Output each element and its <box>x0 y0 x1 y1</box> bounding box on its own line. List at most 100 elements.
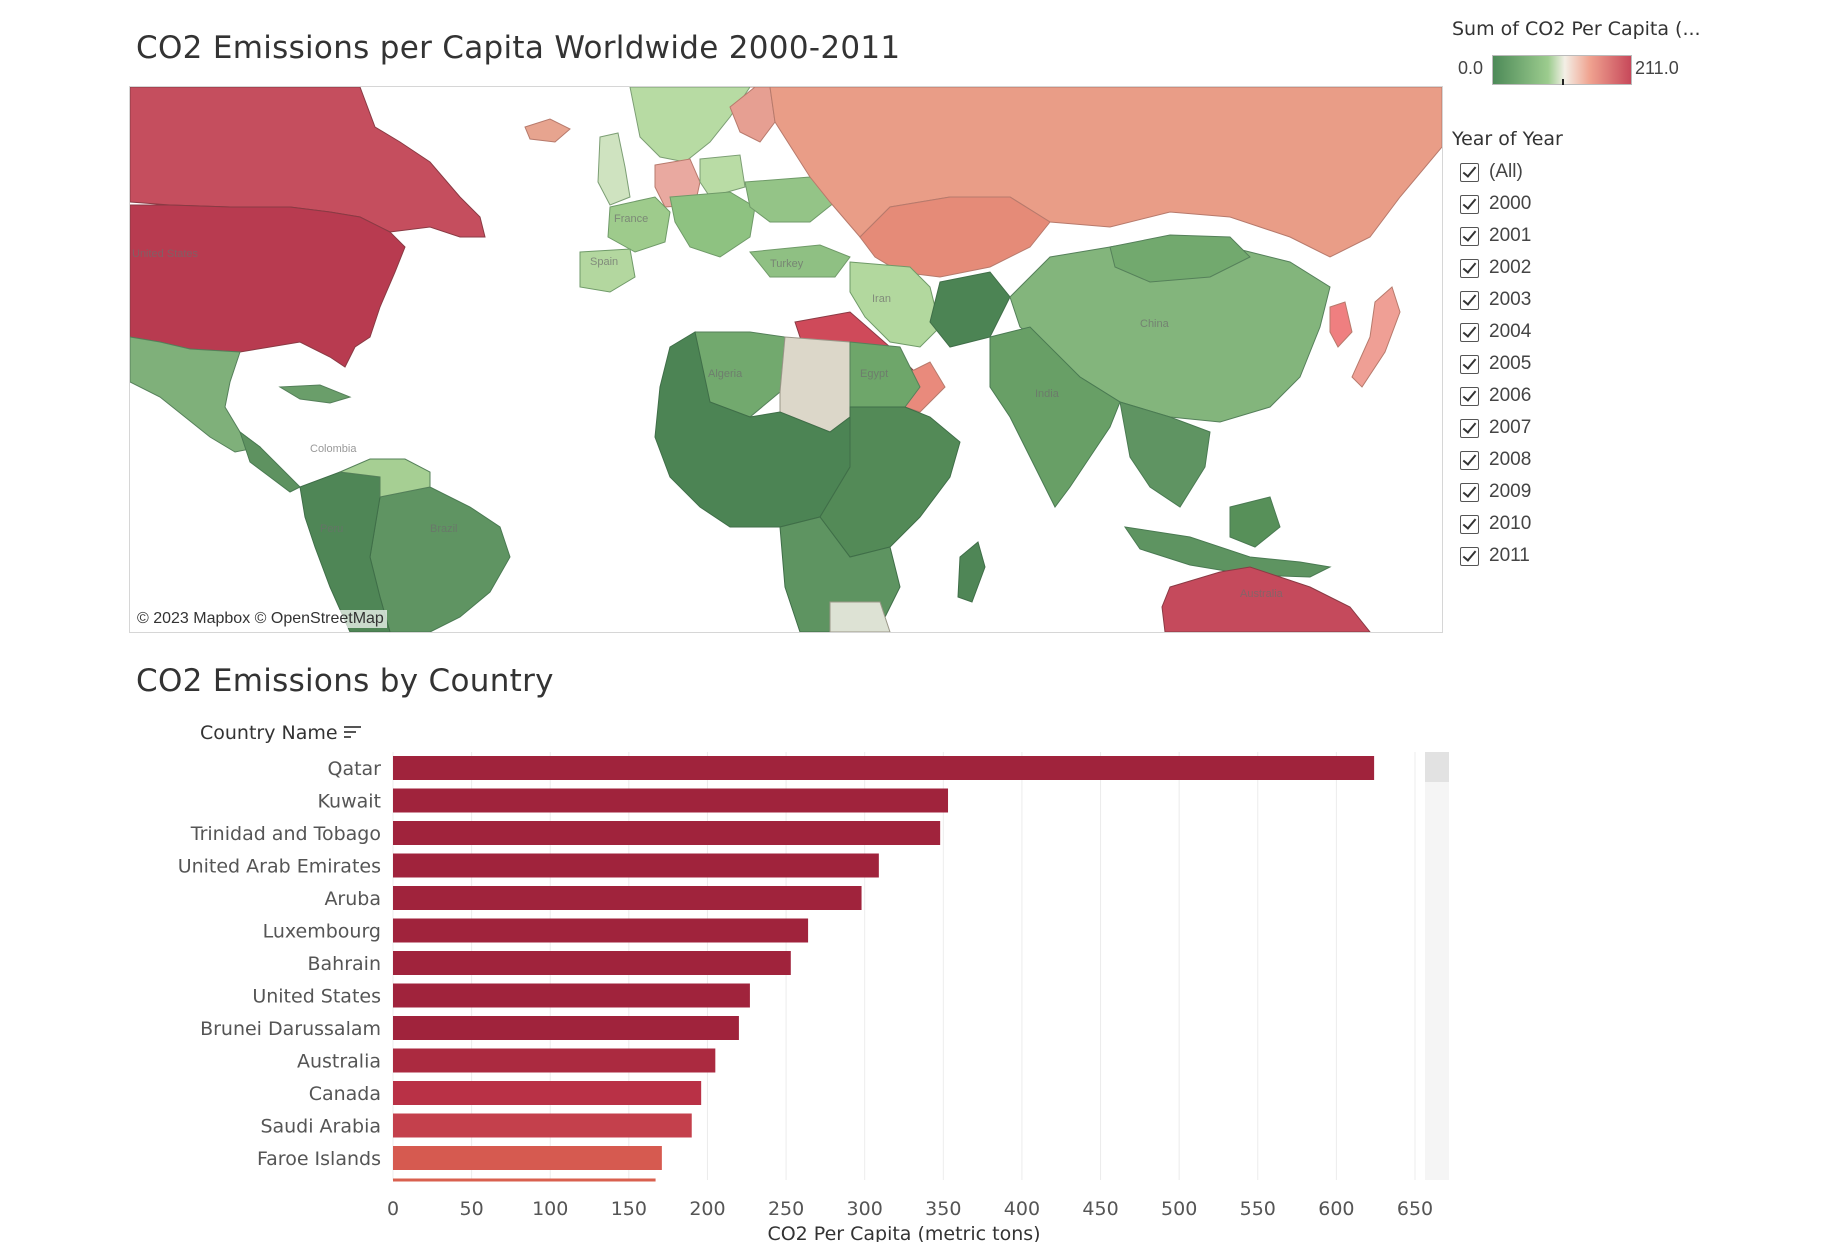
country-india[interactable] <box>989 326 1121 508</box>
year-filter-item[interactable]: 2002 <box>1452 252 1563 284</box>
region-borneo[interactable] <box>1229 496 1281 548</box>
country-france[interactable] <box>607 196 671 253</box>
region-caribbean[interactable] <box>278 384 352 404</box>
country-south-africa[interactable] <box>829 601 891 632</box>
year-filter-item[interactable]: 2001 <box>1452 220 1563 252</box>
bar-partial[interactable] <box>393 1178 656 1182</box>
bar[interactable] <box>393 1113 692 1138</box>
country-japan[interactable] <box>1351 286 1401 388</box>
year-filter-item[interactable]: 2010 <box>1452 508 1563 540</box>
map-title: CO2 Emissions per Capita Worldwide 2000-… <box>136 30 901 66</box>
country-turkey[interactable] <box>749 244 851 278</box>
category-label[interactable]: Luxembourg <box>263 921 381 943</box>
category-label[interactable]: Canada <box>309 1083 381 1105</box>
category-label[interactable]: Saudi Arabia <box>260 1116 381 1138</box>
x-tick-label: 650 <box>1397 1198 1433 1220</box>
checkbox-checked-icon[interactable] <box>1460 322 1479 342</box>
bar[interactable] <box>393 1081 702 1105</box>
color-legend: Sum of CO2 Per Capita (... 0.0 211.0 <box>1452 18 1822 85</box>
bar[interactable] <box>393 788 949 813</box>
bar[interactable] <box>393 918 809 943</box>
map-canvas[interactable]: United States France Spain Algeria Egypt… <box>130 87 1442 632</box>
region-iceland[interactable] <box>524 118 571 143</box>
map-label-china: China <box>1140 318 1170 330</box>
year-filter-item[interactable]: 2005 <box>1452 348 1563 380</box>
bar[interactable] <box>393 886 862 910</box>
region-southeast-asia[interactable] <box>1119 401 1211 508</box>
country-mongolia[interactable] <box>1109 234 1251 283</box>
map-label-iran: Iran <box>872 293 891 305</box>
category-label[interactable]: Brunei Darussalam <box>200 1018 381 1040</box>
country-australia[interactable] <box>1161 566 1371 632</box>
region-east-africa[interactable] <box>819 406 961 558</box>
bar[interactable] <box>393 983 750 1008</box>
bar[interactable] <box>393 1016 739 1040</box>
year-filter-item[interactable]: 2006 <box>1452 380 1563 412</box>
country-spain[interactable] <box>579 248 636 293</box>
checkbox-checked-icon[interactable] <box>1460 450 1479 470</box>
checkbox-checked-icon[interactable] <box>1460 418 1479 438</box>
bar[interactable] <box>393 951 791 975</box>
x-tick-label: 0 <box>387 1198 399 1220</box>
sort-icon[interactable] <box>343 726 361 740</box>
category-label[interactable]: Aruba <box>324 888 381 910</box>
year-filter-item[interactable]: 2004 <box>1452 316 1563 348</box>
category-label[interactable]: Trinidad and Tobago <box>190 823 381 845</box>
scrollbar-track[interactable] <box>1425 752 1449 1180</box>
category-label[interactable]: Bahrain <box>308 953 382 975</box>
bar[interactable] <box>393 853 879 878</box>
category-label[interactable]: Australia <box>297 1051 381 1073</box>
column-header-country-name[interactable]: Country Name <box>200 722 361 744</box>
country-norway-sweden[interactable] <box>629 87 751 163</box>
country-russia[interactable] <box>750 87 1442 258</box>
map-attribution[interactable]: © 2023 Mapbox © OpenStreetMap <box>134 610 387 628</box>
x-tick-label: 400 <box>1004 1198 1040 1220</box>
checkbox-checked-icon[interactable] <box>1460 258 1479 278</box>
checkbox-checked-icon[interactable] <box>1460 290 1479 310</box>
x-tick-label: 50 <box>460 1198 484 1220</box>
map-label-usa: United States <box>132 248 199 260</box>
year-filter-label: 2006 <box>1489 385 1532 406</box>
checkbox-checked-icon[interactable] <box>1460 514 1479 534</box>
map-label-egypt: Egypt <box>860 368 888 380</box>
country-venezuela[interactable] <box>338 458 431 498</box>
category-label[interactable]: Qatar <box>327 758 381 780</box>
category-label[interactable]: Kuwait <box>318 791 381 813</box>
year-filter-item[interactable]: 2003 <box>1452 284 1563 316</box>
bar[interactable] <box>393 1146 662 1170</box>
checkbox-checked-icon[interactable] <box>1460 482 1479 502</box>
bar[interactable] <box>393 756 1375 780</box>
country-korea[interactable] <box>1329 301 1353 348</box>
country-iran[interactable] <box>849 261 941 348</box>
category-label[interactable]: United States <box>252 986 381 1008</box>
bar[interactable] <box>393 821 941 845</box>
map-label-peru: Peru <box>320 523 343 535</box>
scrollbar-thumb[interactable] <box>1425 752 1449 782</box>
year-filter-item[interactable]: 2011 <box>1452 540 1563 572</box>
category-label[interactable]: United Arab Emirates <box>178 856 381 878</box>
checkbox-checked-icon[interactable] <box>1460 162 1479 182</box>
checkbox-checked-icon[interactable] <box>1460 194 1479 214</box>
region-indonesia[interactable] <box>1123 526 1332 578</box>
year-filter-item[interactable]: 2000 <box>1452 188 1563 220</box>
year-filter-item[interactable]: (All) <box>1452 156 1563 188</box>
world-map[interactable]: United States France Spain Algeria Egypt… <box>129 86 1443 633</box>
year-filter-item[interactable]: 2008 <box>1452 444 1563 476</box>
checkbox-checked-icon[interactable] <box>1460 386 1479 406</box>
bar[interactable] <box>393 1048 716 1073</box>
country-madagascar[interactable] <box>957 541 986 603</box>
category-label[interactable]: Faroe Islands <box>257 1148 381 1170</box>
checkbox-checked-icon[interactable] <box>1460 546 1479 566</box>
checkbox-checked-icon[interactable] <box>1460 354 1479 374</box>
year-filter-item[interactable]: 2009 <box>1452 476 1563 508</box>
year-filter-label: 2001 <box>1489 225 1532 246</box>
region-balkans[interactable] <box>669 191 756 258</box>
year-filter-label: 2004 <box>1489 321 1532 342</box>
region-central-america[interactable] <box>239 430 301 493</box>
checkbox-checked-icon[interactable] <box>1460 226 1479 246</box>
country-uk[interactable] <box>597 132 631 206</box>
x-tick-label: 600 <box>1318 1198 1354 1220</box>
country-egypt[interactable] <box>849 341 921 408</box>
x-tick-label: 150 <box>611 1198 647 1220</box>
year-filter-item[interactable]: 2007 <box>1452 412 1563 444</box>
